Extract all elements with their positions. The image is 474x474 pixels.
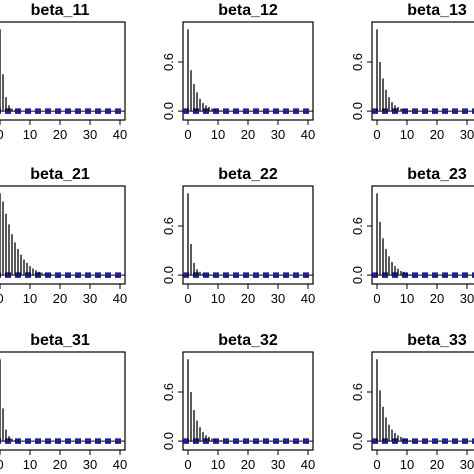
x-tick-label: 30 (83, 291, 97, 306)
plot-frame (371, 185, 474, 285)
panel-beta-22: beta_22 0 10 20 30 40 0.0 0.6 (161, 166, 315, 306)
x-tick-label: 10 (23, 457, 37, 472)
x-tick-label: 0 (184, 457, 191, 472)
y-tick-label: 0.0 (350, 266, 365, 284)
panel-beta-33: beta_330102030400.00.6 (350, 332, 474, 472)
panel-title: beta_11 (31, 2, 90, 19)
x-tick-label: 30 (83, 127, 97, 142)
y-tick-label: 0.0 (350, 102, 365, 120)
y-tick-label: 0.0 (161, 432, 176, 450)
y-tick-label: 0.6 (161, 383, 176, 401)
x-tick-label: 10 (23, 291, 37, 306)
x-tick-label: 10 (400, 457, 414, 472)
x-tick-label: 20 (53, 291, 67, 306)
y-tick-label: 0.6 (161, 217, 176, 235)
x-tick-label: 30 (83, 457, 97, 472)
x-tick-label: 40 (301, 457, 315, 472)
panel-beta-31: beta_31 0 10 20 30 40 (0, 332, 127, 472)
x-tick-label: 20 (241, 457, 255, 472)
x-tick-label: 30 (460, 127, 474, 142)
x-tick-label: 0 (373, 457, 380, 472)
x-tick-label: 40 (113, 457, 127, 472)
x-tick-label: 30 (460, 291, 474, 306)
plot-frame (0, 21, 126, 121)
x-tick-label: 40 (113, 127, 127, 142)
x-tick-label: 20 (430, 457, 444, 472)
x-tick-label: 20 (241, 127, 255, 142)
x-tick-label: 10 (211, 291, 225, 306)
plot-frame (182, 185, 314, 285)
y-tick-label: 0.0 (161, 266, 176, 284)
panel-beta-23: beta_230102030400.00.6 (350, 166, 474, 306)
plot-frame (371, 351, 474, 451)
y-tick-label: 0.0 (350, 432, 365, 450)
panel-beta-12: beta_12 0 10 20 30 40 0.0 0.6 (161, 2, 315, 142)
y-tick-label: 0.6 (350, 53, 365, 71)
panel-title: beta_33 (407, 332, 467, 349)
x-tick-label: 30 (271, 127, 285, 142)
x-tick-label: 0 (0, 457, 4, 472)
panel-beta-11: beta_11 0 10 20 30 40 (0, 2, 127, 142)
panel-title: beta_13 (407, 2, 467, 19)
x-tick-label: 0 (373, 127, 380, 142)
panel-title: beta_12 (218, 2, 278, 19)
panel-beta-13: beta_130102030400.00.6 (350, 2, 474, 142)
x-tick-label: 0 (0, 291, 4, 306)
x-tick-label: 0 (184, 127, 191, 142)
panel-title: beta_32 (218, 332, 278, 349)
x-tick-label: 10 (400, 127, 414, 142)
panel-title: beta_21 (30, 166, 90, 183)
x-tick-label: 20 (53, 127, 67, 142)
x-tick-label: 10 (400, 291, 414, 306)
x-tick-label: 20 (241, 291, 255, 306)
x-tick-label: 30 (460, 457, 474, 472)
plot-frame (0, 351, 126, 451)
x-tick-label: 40 (113, 291, 127, 306)
panel-title: beta_31 (30, 332, 90, 349)
x-tick-label: 40 (301, 127, 315, 142)
panel-title: beta_22 (218, 166, 278, 183)
y-tick-label: 0.6 (350, 217, 365, 235)
x-tick-label: 10 (211, 457, 225, 472)
x-tick-label: 30 (271, 291, 285, 306)
x-tick-label: 0 (0, 127, 4, 142)
x-tick-label: 10 (23, 127, 37, 142)
y-tick-label: 0.6 (161, 53, 176, 71)
panel-title: beta_23 (407, 166, 467, 183)
panel-beta-32: beta_32 0 10 20 30 40 0.0 0.6 (161, 332, 315, 472)
plot-frame (371, 21, 474, 121)
x-tick-label: 0 (184, 291, 191, 306)
x-tick-label: 0 (373, 291, 380, 306)
panel-beta-21: beta_21 0 10 20 30 40 (0, 166, 127, 306)
x-tick-label: 20 (53, 457, 67, 472)
plot-frame (0, 185, 126, 285)
x-tick-label: 10 (211, 127, 225, 142)
x-tick-label: 40 (301, 291, 315, 306)
y-tick-label: 0.6 (350, 383, 365, 401)
y-tick-label: 0.0 (161, 102, 176, 120)
x-tick-label: 30 (271, 457, 285, 472)
x-tick-label: 20 (430, 291, 444, 306)
x-tick-label: 20 (430, 127, 444, 142)
